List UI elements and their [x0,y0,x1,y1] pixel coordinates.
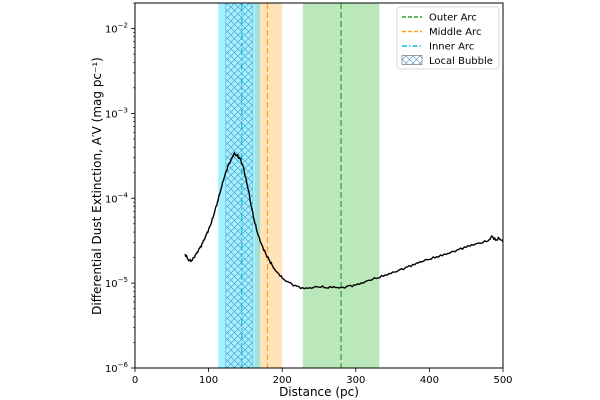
legend-entry-local-bubble: Local Bubble [401,55,493,67]
legend: Outer Arc Middle Arc Inner Arc Local Bubble [396,6,500,70]
legend-entry-middle-arc: Middle Arc [402,27,481,38]
arc-center-lines [241,3,342,368]
y-axis-label: Differential Dust Extinction, A′V (mag p… [90,57,104,315]
y-tick-label-0: 10−6 [105,361,129,375]
series-layer [184,152,503,290]
x-tick-label-300: 300 [346,375,365,386]
y-tick-label-1: 10−5 [105,276,128,290]
plot-frame [134,2,504,369]
legend-box [396,6,500,70]
x-tick-label-0: 0 [132,375,138,386]
local-bubble-region-outline [225,3,254,368]
legend-entry-inner-arc: Inner Arc [402,42,474,53]
x-tick-label-200: 200 [273,375,292,386]
y-tick-label-2: 10−4 [105,191,129,205]
y-tick-label-3: 10−3 [105,106,128,120]
local-bubble-hatch-layer [225,3,254,368]
series-line-extinction [184,152,503,290]
x-tick-label-400: 400 [420,375,439,386]
x-tick-label-100: 100 [199,375,218,386]
legend-label-outer-arc: Outer Arc [429,13,477,24]
legend-label-middle-arc: Middle Arc [429,27,481,38]
legend-label-inner-arc: Inner Arc [429,42,474,53]
legend-label-local-bubble: Local Bubble [429,56,493,67]
x-axis-ticks: 0 100 200 300 400 500 [132,368,513,386]
x-tick-label-500: 500 [493,375,512,386]
bands-layer [218,3,380,368]
legend-entry-outer-arc: Outer Arc [402,13,477,24]
middle-arc-band [254,3,283,368]
local-bubble-hatch-region [225,3,253,368]
y-axis-ticks: 10−6 10−5 10−4 10−3 10−2 [105,2,135,375]
x-axis-label: Distance (pc) [279,385,359,399]
legend-swatch-local-bubble [401,55,423,65]
y-tick-label-4: 10−2 [105,22,128,36]
